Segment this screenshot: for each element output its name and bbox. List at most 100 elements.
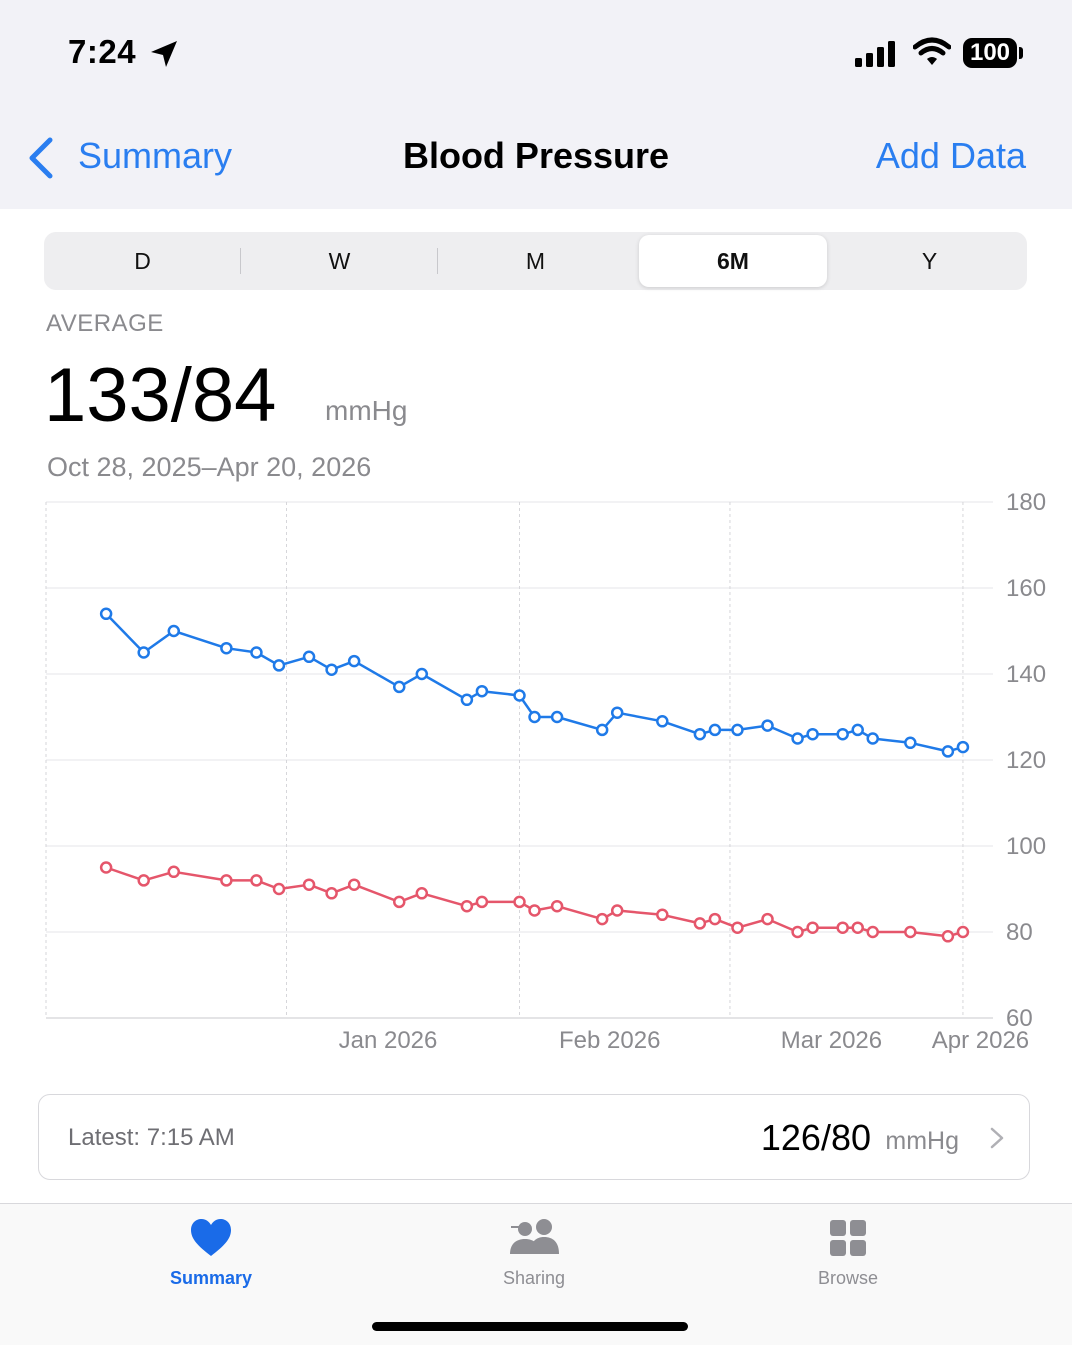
diastolic-data-point [137, 874, 150, 887]
systolic-data-point [392, 680, 406, 694]
segment-week[interactable]: W [328, 248, 351, 274]
y-tick-label: 80 [1006, 919, 1033, 946]
battery-indicator: 100 [963, 38, 1017, 68]
average-unit: mmHg [325, 395, 408, 426]
diastolic-data-point [610, 904, 624, 917]
blood-pressure-chart[interactable]: 180 160 140 120 100 80 60 Jan 2026 Feb 2026 Mar 2… [0, 490, 1072, 1070]
systolic-data-point [220, 641, 233, 655]
diastolic-data-point [99, 861, 113, 874]
systolic-data-point [761, 719, 774, 732]
latest-reading-card[interactable]: Latest: 7:15 AM 126/80 mmHg [38, 1094, 1030, 1180]
diastolic-data-point [595, 912, 609, 926]
diastolic-data-point [791, 925, 804, 939]
y-tick-label: 180 [1006, 490, 1046, 516]
home-indicator [372, 1322, 688, 1331]
battery-tip [1019, 47, 1023, 59]
latest-unit: mmHg [885, 1127, 959, 1155]
status-time: 7:24 [68, 33, 137, 70]
x-tick-label: Mar 2026 [781, 1027, 882, 1054]
diastolic-data-point [956, 925, 970, 939]
diastolic-series-line [105, 866, 964, 938]
systolic-data-point [806, 727, 819, 741]
diastolic-data-point [325, 887, 338, 900]
diastolic-data-point [475, 895, 489, 909]
segment-6-months[interactable]: 6M [639, 235, 827, 287]
x-tick-label: Apr 2026 [932, 1027, 1029, 1054]
systolic-data-point [513, 689, 526, 702]
diastolic-data-point [941, 930, 955, 943]
segment-divider [240, 248, 241, 274]
wifi-icon [913, 37, 951, 65]
y-tick-label: 100 [1006, 833, 1046, 860]
diastolic-data-point [220, 874, 233, 887]
latest-value: 126/80 [760, 1117, 871, 1158]
systolic-data-point [595, 723, 609, 737]
diastolic-data-point [415, 887, 429, 900]
chevron-left-icon [29, 137, 53, 179]
systolic-data-point [610, 706, 624, 719]
segment-divider [437, 248, 438, 274]
grid-icon [830, 1220, 866, 1256]
systolic-data-point [836, 727, 849, 741]
navigation-bar: Summary Blood Pressure Add Data [0, 105, 1072, 209]
systolic-data-point [347, 654, 361, 668]
systolic-data-point [99, 607, 113, 621]
systolic-data-point [528, 710, 541, 724]
diastolic-data-point [851, 921, 864, 934]
diastolic-data-point [347, 878, 361, 891]
y-tick-label: 60 [1006, 1005, 1033, 1032]
chevron-right-icon [990, 1127, 1004, 1149]
diastolic-data-point [836, 921, 849, 934]
systolic-data-point [904, 736, 917, 750]
diastolic-data-point [904, 925, 917, 939]
systolic-data-point [731, 723, 744, 737]
page-title: Blood Pressure [402, 135, 670, 176]
diastolic-data-point [866, 925, 879, 939]
tab-label: Sharing [502, 1268, 566, 1288]
systolic-data-point [475, 684, 489, 698]
diastolic-data-point [806, 921, 819, 934]
diastolic-data-point [528, 904, 541, 917]
systolic-data-point [941, 745, 955, 758]
time-range-segmented-control: D W M 6M Y [44, 232, 1027, 290]
diastolic-data-point [708, 912, 722, 926]
diastolic-data-point [731, 921, 744, 934]
x-tick-label: Feb 2026 [559, 1027, 660, 1054]
segment-day[interactable]: D [134, 248, 151, 274]
heart-icon [191, 1219, 231, 1256]
systolic-data-point [656, 715, 669, 728]
tab-bar: Summary Sharing Browse [0, 1203, 1072, 1345]
cellular-signal-icon [855, 41, 895, 67]
systolic-data-point [460, 693, 474, 707]
diastolic-data-point [250, 874, 263, 887]
diastolic-data-point [167, 865, 181, 879]
tab-sharing[interactable]: Sharing [434, 1204, 634, 1304]
diastolic-data-point [302, 878, 316, 891]
systolic-data-point [325, 663, 338, 676]
systolic-data-point [851, 723, 864, 737]
status-bar: 7:24 100 [0, 0, 1072, 105]
tab-browse[interactable]: Browse [748, 1204, 948, 1304]
systolic-data-point [167, 624, 181, 638]
average-label: AVERAGE [46, 310, 164, 337]
systolic-data-point [137, 646, 150, 659]
systolic-series-line [105, 612, 964, 753]
diastolic-data-point [761, 912, 774, 926]
add-data-button[interactable]: Add Data [875, 135, 1026, 176]
diastolic-data-point [656, 908, 669, 922]
back-label: Summary [78, 135, 233, 176]
systolic-data-point [272, 659, 286, 672]
diastolic-data-point [392, 895, 406, 909]
systolic-data-point [866, 732, 879, 745]
x-tick-label: Jan 2026 [339, 1027, 438, 1054]
segment-month[interactable]: M [525, 248, 546, 274]
latest-label: Latest: 7:15 AM [68, 1124, 235, 1151]
systolic-data-point [415, 667, 429, 681]
date-range: Oct 28, 2025–Apr 20, 2026 [47, 452, 372, 482]
diastolic-data-point [693, 917, 707, 930]
segment-year[interactable]: Y [921, 248, 938, 274]
diastolic-data-point [272, 882, 286, 896]
tab-summary[interactable]: Summary [111, 1204, 311, 1304]
diastolic-data-point [513, 895, 526, 909]
y-tick-label: 160 [1006, 575, 1046, 602]
